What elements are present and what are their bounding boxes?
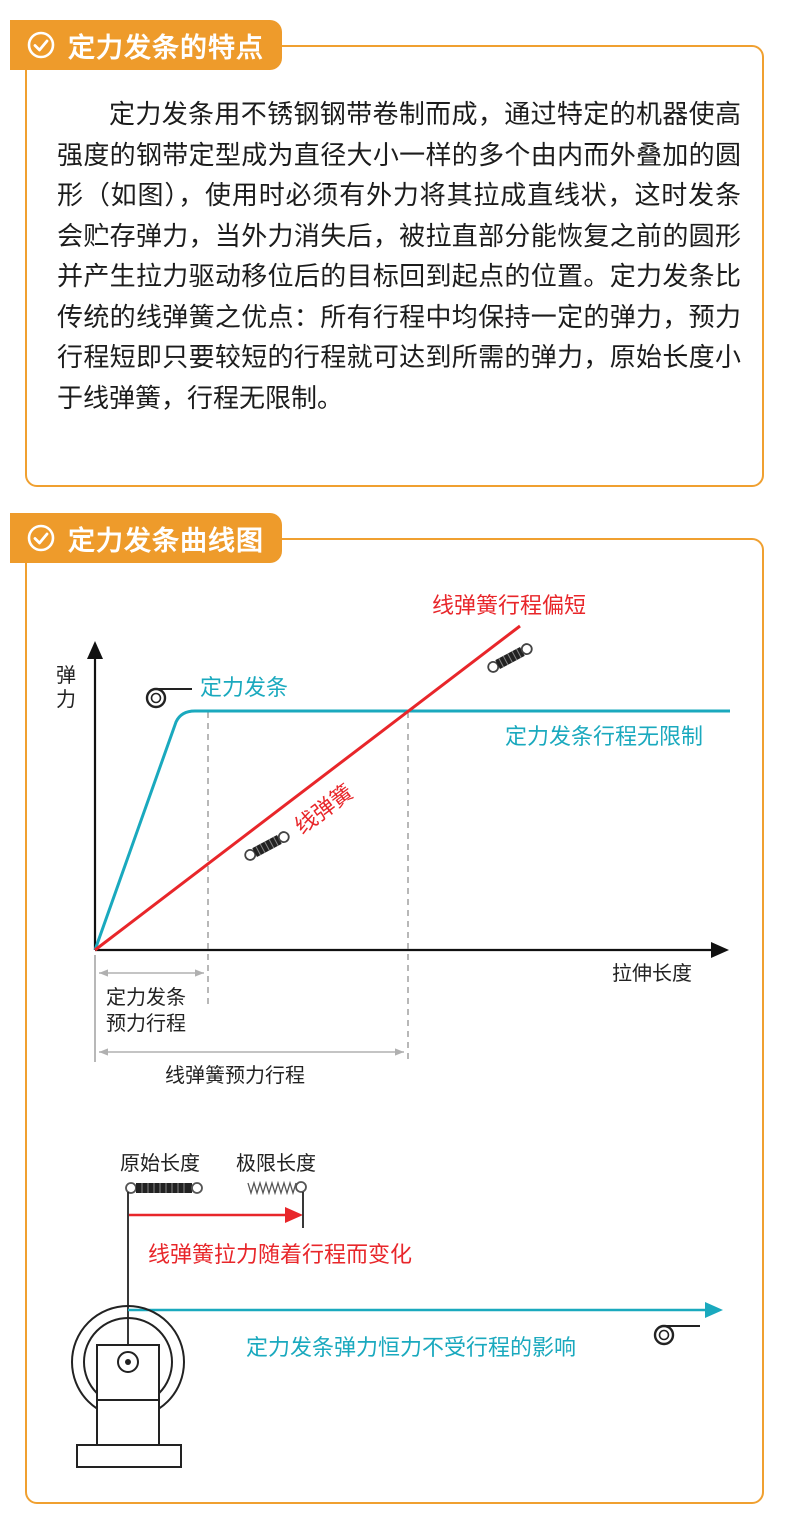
line-force-note: 线弹簧拉力随着行程而变化 [148, 1243, 412, 1268]
constant-pretravel-label-1: 定力发条 [106, 985, 186, 1009]
curve-title: 定力发条曲线图 [68, 525, 264, 557]
extension-spring-icon [244, 831, 290, 861]
features-description: 定力发条用不锈钢钢带卷制而成，通过特定的机器使高强度的钢带定型成为直径大小一样的… [57, 100, 741, 414]
check-circle-icon [27, 524, 55, 552]
constant-force-note: 定力发条弹力恒力不受行程的影响 [246, 1336, 576, 1361]
extension-spring-icon [487, 643, 533, 673]
constant-spring-coil-icon [653, 1324, 700, 1346]
original-spring-icon [125, 1182, 203, 1194]
constant-pretravel-label-2: 预力行程 [106, 1011, 186, 1035]
y-axis-label-bottom: 力 [56, 687, 76, 711]
x-axis-label: 拉伸长度 [612, 961, 692, 985]
constant-spring-curve [93, 709, 730, 951]
constant-spring-coil-icon [145, 687, 192, 709]
features-title: 定力发条的特点 [68, 32, 264, 64]
y-axis-label-top: 弹 [56, 663, 76, 687]
line-pretravel-label: 线弹簧预力行程 [165, 1063, 305, 1087]
teal-arrowhead-icon [705, 1302, 723, 1318]
pulley-device-icon [71, 1305, 185, 1468]
features-panel [25, 45, 764, 487]
features-title-tag: 定力发条的特点 [10, 20, 282, 70]
red-arrowhead-icon [285, 1207, 303, 1223]
curve-title-tag: 定力发条曲线图 [10, 513, 282, 563]
stretched-spring-icon [247, 1180, 307, 1196]
constant-spring-label: 定力发条 [200, 676, 288, 701]
line-spring-note: 线弹簧行程偏短 [432, 594, 586, 619]
line-spring-curve [94, 624, 521, 952]
original-length-label: 原始长度 [120, 1151, 200, 1175]
limit-length-label: 极限长度 [236, 1151, 316, 1175]
check-circle-icon [27, 31, 55, 59]
chart-axes [87, 641, 729, 958]
line-spring-label: 线弹簧 [291, 780, 359, 840]
constant-spring-note: 定力发条行程无限制 [505, 725, 703, 750]
